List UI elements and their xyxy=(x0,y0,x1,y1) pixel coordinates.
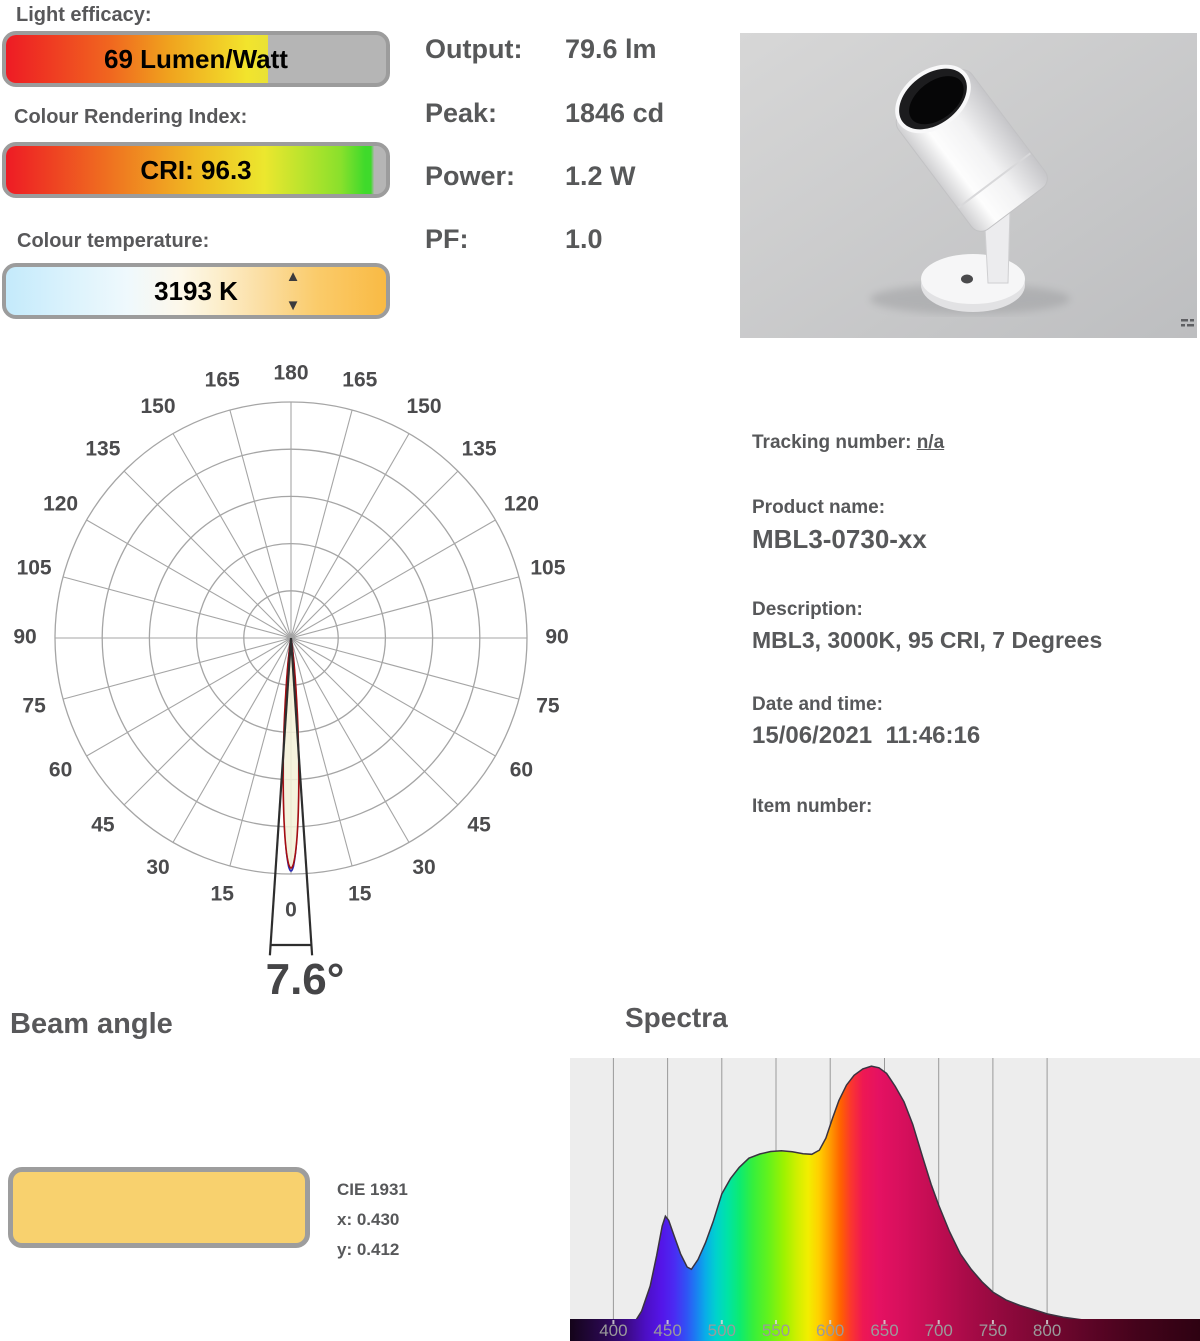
description-label: Description: xyxy=(752,599,863,620)
svg-text:30: 30 xyxy=(412,856,435,879)
beam-angle-value: 7.6° xyxy=(265,955,345,1004)
cri-label: Colour Rendering Index: xyxy=(14,106,248,128)
beam-angle-heading: Beam angle xyxy=(10,1008,173,1040)
pf-row: PF: 1.0 xyxy=(425,224,603,255)
svg-text:45: 45 xyxy=(91,814,115,837)
datetime-label: Date and time: xyxy=(752,694,883,715)
temp-down-arrow-icon[interactable]: ▼ xyxy=(285,297,301,314)
svg-text:0: 0 xyxy=(285,899,297,922)
light-efficacy-fill xyxy=(6,35,269,83)
svg-text:15: 15 xyxy=(348,882,372,905)
cie-readout: CIE 1931 x: 0.430 y: 0.412 xyxy=(337,1175,408,1265)
light-efficacy-value: 69 Lumen/Watt xyxy=(104,44,288,74)
tracking-number-label: Tracking number: xyxy=(752,432,912,453)
description-value: MBL3, 3000K, 95 CRI, 7 Degrees xyxy=(752,627,1103,653)
item-number-label: Item number: xyxy=(752,796,873,817)
svg-text:15: 15 xyxy=(211,882,235,905)
colour-temperature-value: 3193 K xyxy=(154,276,238,306)
svg-text:30: 30 xyxy=(146,856,169,879)
svg-text:135: 135 xyxy=(462,437,497,460)
spectra-heading: Spectra xyxy=(625,1002,728,1033)
colour-temperature-bar: 3193 K ▲ ▼ xyxy=(2,263,390,319)
spectra-chart: 400 450 500 550 600 650 700 750 800 xyxy=(570,1058,1200,1341)
cie-y-value: y: 0.412 xyxy=(337,1240,400,1259)
cri-value: CRI: 96.3 xyxy=(140,155,252,185)
cie-x-value: x: 0.430 xyxy=(337,1210,400,1229)
svg-text:45: 45 xyxy=(467,814,491,837)
output-value: 79.6 lm xyxy=(565,34,657,64)
spotlight-lamp-illustration xyxy=(740,33,1197,338)
svg-text:400: 400 xyxy=(599,1321,627,1340)
cie-title: CIE 1931 xyxy=(337,1180,408,1199)
svg-text:150: 150 xyxy=(140,395,175,418)
svg-text:450: 450 xyxy=(653,1321,681,1340)
output-row: Output: 79.6 lm xyxy=(425,34,657,65)
cri-fill xyxy=(6,146,386,194)
svg-text:700: 700 xyxy=(925,1321,953,1340)
svg-text:105: 105 xyxy=(530,557,565,580)
photo-watermark-icon xyxy=(1181,319,1194,327)
svg-text:165: 165 xyxy=(205,369,240,392)
svg-text:165: 165 xyxy=(342,369,377,392)
cri-bar: CRI: 96.3 xyxy=(2,142,390,198)
temp-up-arrow-icon[interactable]: ▲ xyxy=(285,268,301,285)
svg-text:120: 120 xyxy=(504,493,539,516)
svg-text:60: 60 xyxy=(510,759,533,782)
colour-temperature-label: Colour temperature: xyxy=(17,230,210,252)
svg-text:150: 150 xyxy=(406,395,441,418)
svg-text:135: 135 xyxy=(85,437,120,460)
svg-text:750: 750 xyxy=(979,1321,1007,1340)
svg-text:105: 105 xyxy=(17,557,52,580)
svg-text:60: 60 xyxy=(49,759,72,782)
datetime-value: 15/06/2021 11:46:16 xyxy=(752,722,981,749)
beam-polar-chart: 0 15 15 30 30 45 45 60 60 75 75 90 90 105 105 120 120 135… xyxy=(13,362,569,956)
power-value: 1.2 W xyxy=(565,161,636,191)
power-label: Power: xyxy=(425,161,516,191)
peak-label: Peak: xyxy=(425,98,498,128)
svg-text:800: 800 xyxy=(1033,1321,1061,1340)
power-row: Power: 1.2 W xyxy=(425,161,636,192)
svg-text:90: 90 xyxy=(13,626,36,649)
peak-row: Peak: 1846 cd xyxy=(425,98,664,129)
product-photo xyxy=(740,33,1197,338)
svg-text:120: 120 xyxy=(43,493,78,516)
product-name-value: MBL3-0730-xx xyxy=(752,524,927,554)
product-name-label: Product name: xyxy=(752,497,886,518)
svg-text:500: 500 xyxy=(708,1321,736,1340)
light-efficacy-label: Light efficacy: xyxy=(16,4,152,26)
output-label: Output: xyxy=(425,34,523,64)
tracking-number-value[interactable]: n/a xyxy=(916,432,945,453)
pf-value: 1.0 xyxy=(565,224,603,254)
light-efficacy-bar: 69 Lumen/Watt xyxy=(2,31,390,87)
peak-value: 1846 cd xyxy=(565,98,665,128)
pf-label: PF: xyxy=(425,224,469,254)
cie-colour-swatch xyxy=(8,1167,310,1248)
svg-text:180: 180 xyxy=(273,362,308,385)
svg-text:650: 650 xyxy=(870,1321,898,1340)
svg-text:90: 90 xyxy=(545,626,568,649)
svg-text:550: 550 xyxy=(762,1321,790,1340)
svg-text:75: 75 xyxy=(536,694,560,717)
colour-temperature-spinner: ▲ ▼ xyxy=(276,269,310,313)
svg-text:600: 600 xyxy=(816,1321,844,1340)
svg-text:75: 75 xyxy=(22,694,46,717)
colour-temperature-fill xyxy=(6,267,386,315)
